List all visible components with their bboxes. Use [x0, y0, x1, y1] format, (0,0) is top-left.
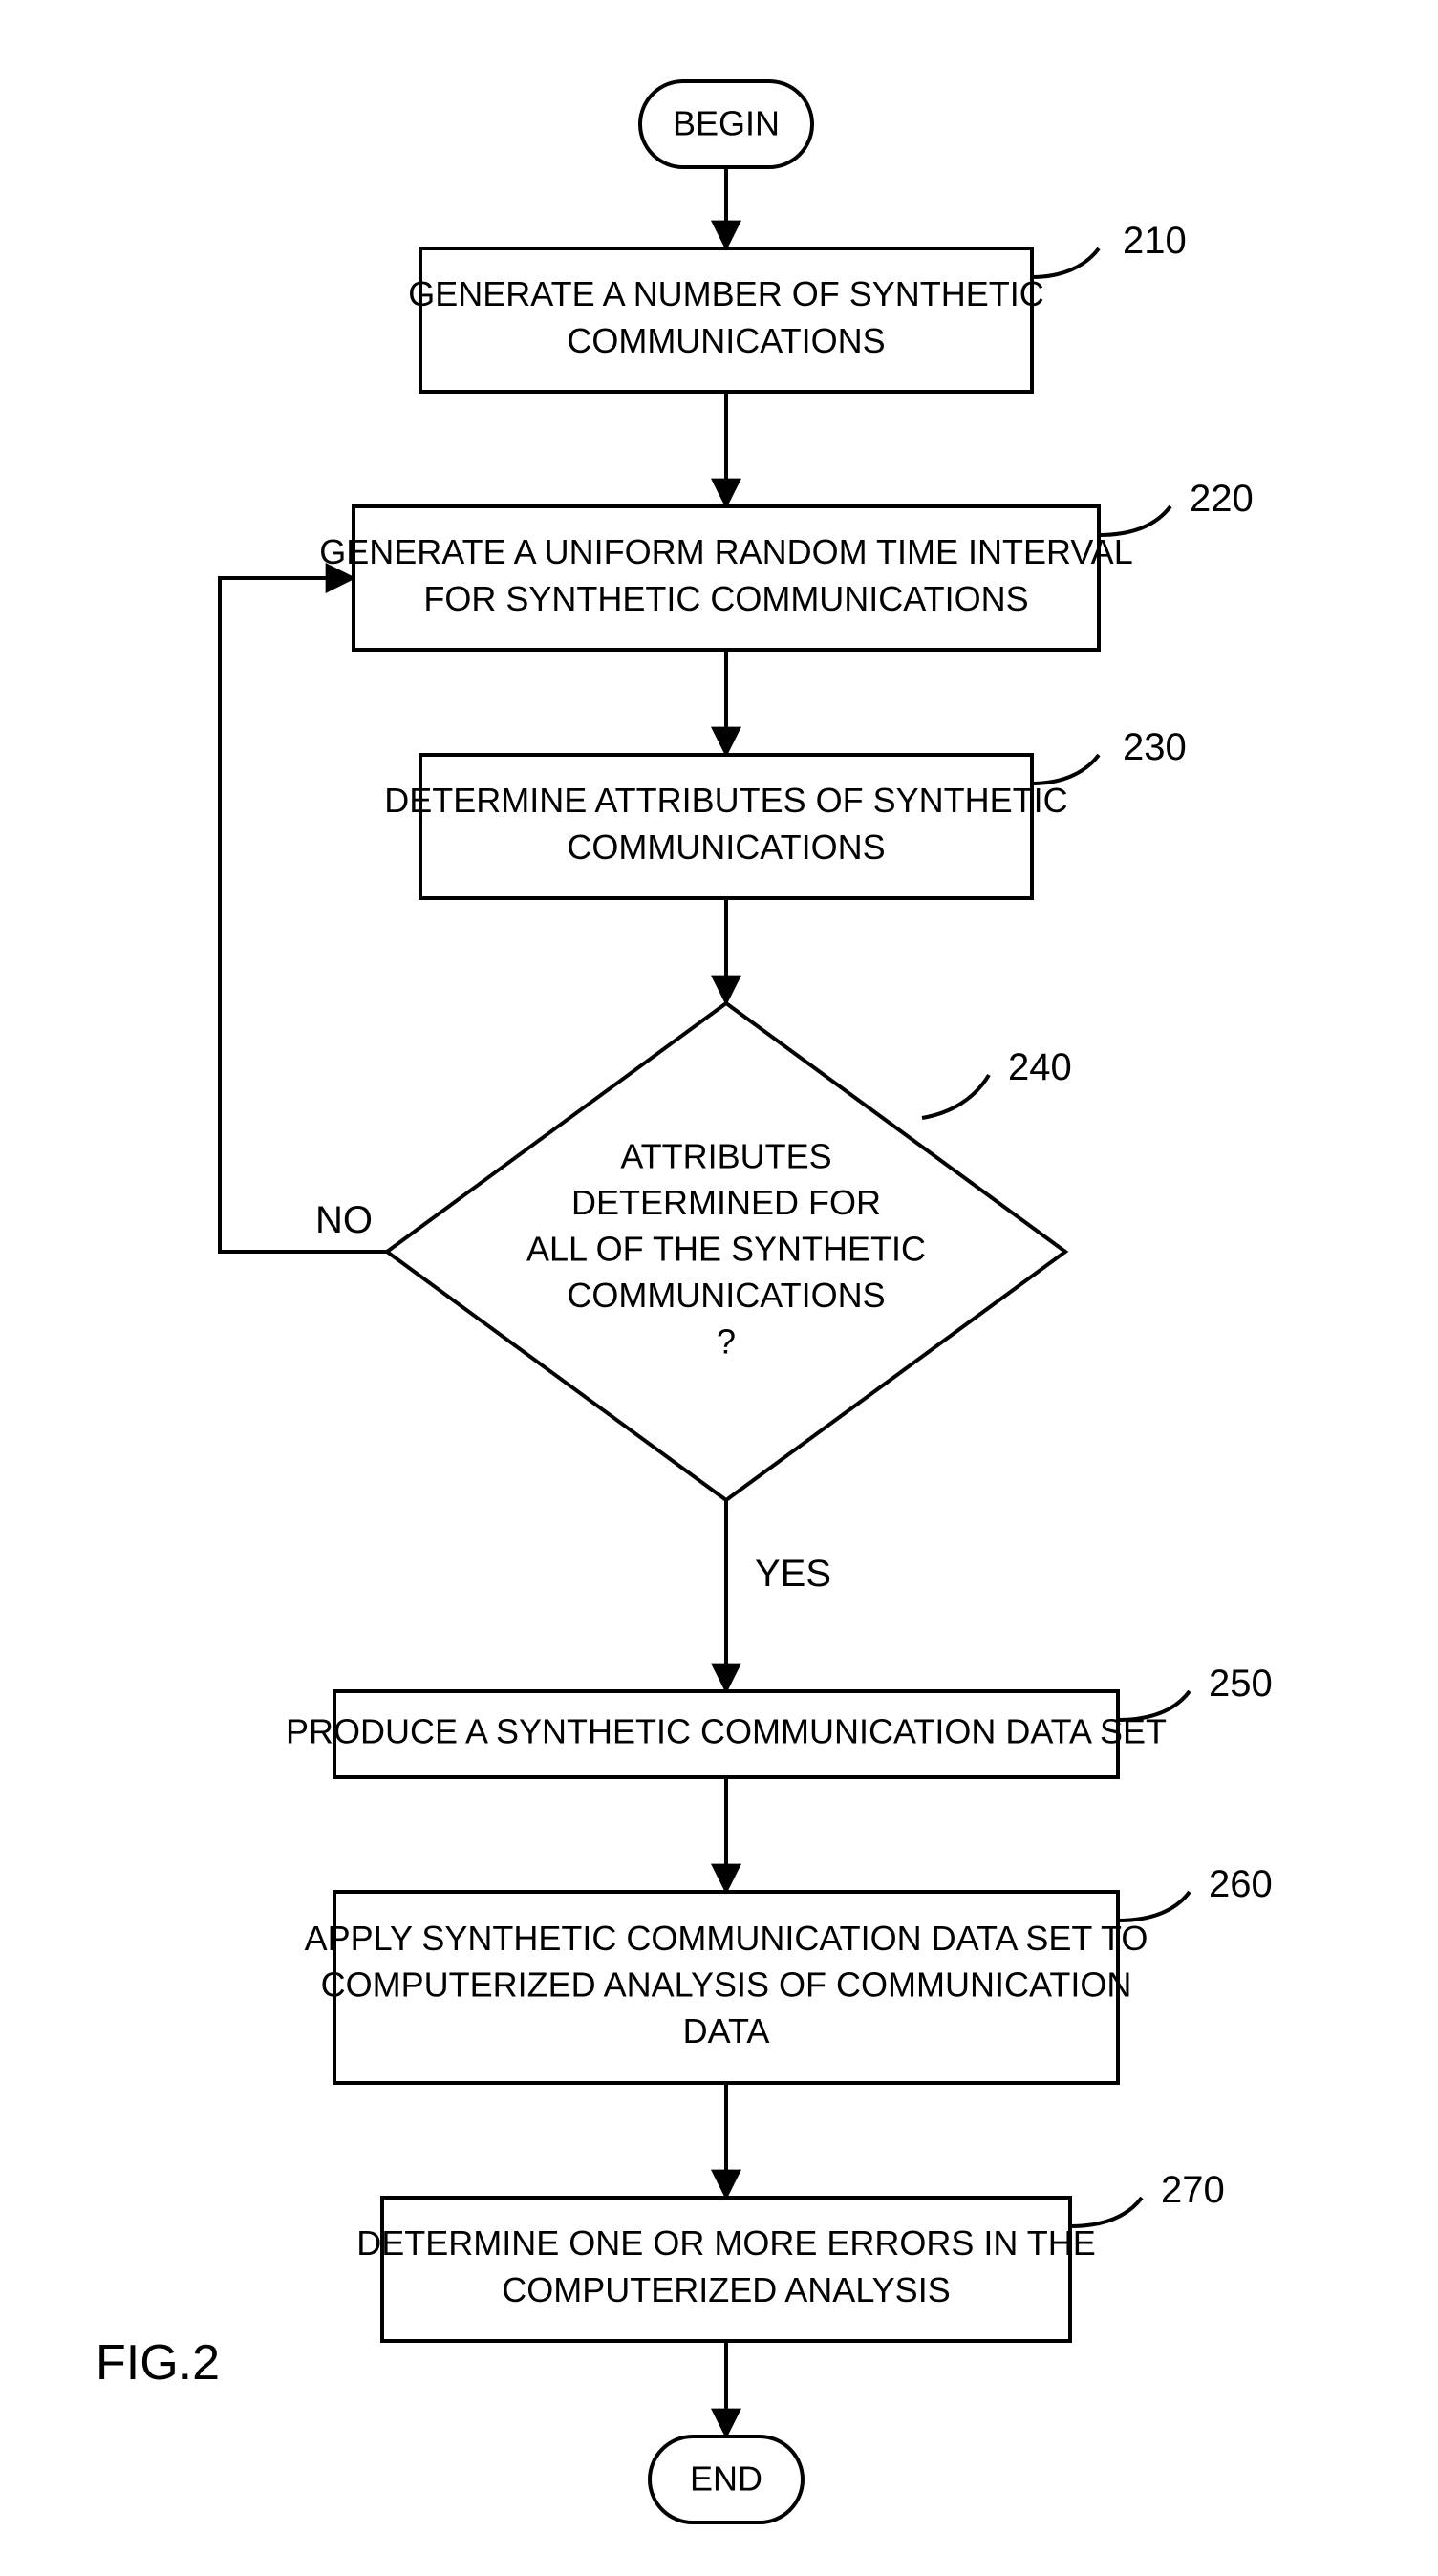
- ref-number: 230: [1123, 726, 1187, 768]
- ref-number: 220: [1190, 478, 1254, 520]
- text-line: DETERMINE ONE OR MORE ERRORS IN THE: [356, 2223, 1095, 2263]
- ref-number: 270: [1161, 2169, 1225, 2211]
- edge-label: NO: [315, 1199, 373, 1241]
- node-end: END: [650, 2436, 803, 2522]
- node-n250: PRODUCE A SYNTHETIC COMMUNICATION DATA S…: [286, 1691, 1167, 1777]
- text-line: COMPUTERIZED ANALYSIS: [502, 2270, 950, 2309]
- text-line: PRODUCE A SYNTHETIC COMMUNICATION DATA S…: [286, 1712, 1167, 1751]
- ref-number: 260: [1209, 1863, 1273, 1905]
- node-n230: DETERMINE ATTRIBUTES OF SYNTHETIC COMMUNI…: [384, 755, 1067, 898]
- text-line: COMMUNICATIONS: [567, 1276, 885, 1315]
- ref-leader: [1032, 248, 1099, 277]
- edge-label: YES: [755, 1553, 831, 1595]
- process-text: PRODUCE A SYNTHETIC COMMUNICATION DATA S…: [286, 1712, 1167, 1751]
- text-line: GENERATE A UNIFORM RANDOM TIME INTERVAL: [319, 532, 1132, 571]
- node-n270: DETERMINE ONE OR MORE ERRORS IN THE COMPU…: [356, 2198, 1095, 2341]
- ref-leader: [922, 1075, 989, 1118]
- text-line: DETERMINED FOR: [571, 1183, 881, 1222]
- text-line: ALL OF THE SYNTHETIC: [526, 1230, 926, 1269]
- text-line: ?: [717, 1322, 736, 1362]
- text-line: COMMUNICATIONS: [567, 827, 885, 867]
- terminal-label: END: [690, 2459, 762, 2499]
- figure-label: FIG.2: [96, 2335, 220, 2391]
- text-line: APPLY SYNTHETIC COMMUNICATION DATA SET T…: [305, 1919, 1148, 1958]
- text-line: COMMUNICATIONS: [567, 321, 885, 360]
- ref-leader: [1032, 755, 1099, 784]
- node-n240: ATTRIBUTES DETERMINED FOR ALL OF THE SYNTH…: [387, 1003, 1065, 1500]
- text-line: FOR SYNTHETIC COMMUNICATIONS: [423, 579, 1028, 618]
- text-line: DATA: [683, 2011, 770, 2050]
- ref-number: 240: [1008, 1046, 1072, 1088]
- node-n260: APPLY SYNTHETIC COMMUNICATION DATA SET T…: [305, 1892, 1148, 2083]
- ref-number: 210: [1123, 220, 1187, 262]
- node-begin: BEGIN: [640, 81, 812, 167]
- ref-leader: [1070, 2198, 1142, 2226]
- text-line: ATTRIBUTES: [620, 1136, 831, 1175]
- node-n210: GENERATE A NUMBER OF SYNTHETIC COMMUNICAT…: [408, 248, 1043, 392]
- text-line: GENERATE A NUMBER OF SYNTHETIC: [408, 274, 1043, 313]
- terminal-label: BEGIN: [673, 104, 780, 143]
- ref-leader: [1118, 1892, 1190, 1921]
- edge: [220, 578, 387, 1252]
- ref-number: 250: [1209, 1663, 1273, 1705]
- ref-leader: [1099, 506, 1170, 535]
- text-line: DETERMINE ATTRIBUTES OF SYNTHETIC: [384, 781, 1067, 820]
- node-n220: GENERATE A UNIFORM RANDOM TIME INTERVAL F…: [319, 506, 1132, 650]
- text-line: COMPUTERIZED ANALYSIS OF COMMUNICATION: [321, 1965, 1132, 2005]
